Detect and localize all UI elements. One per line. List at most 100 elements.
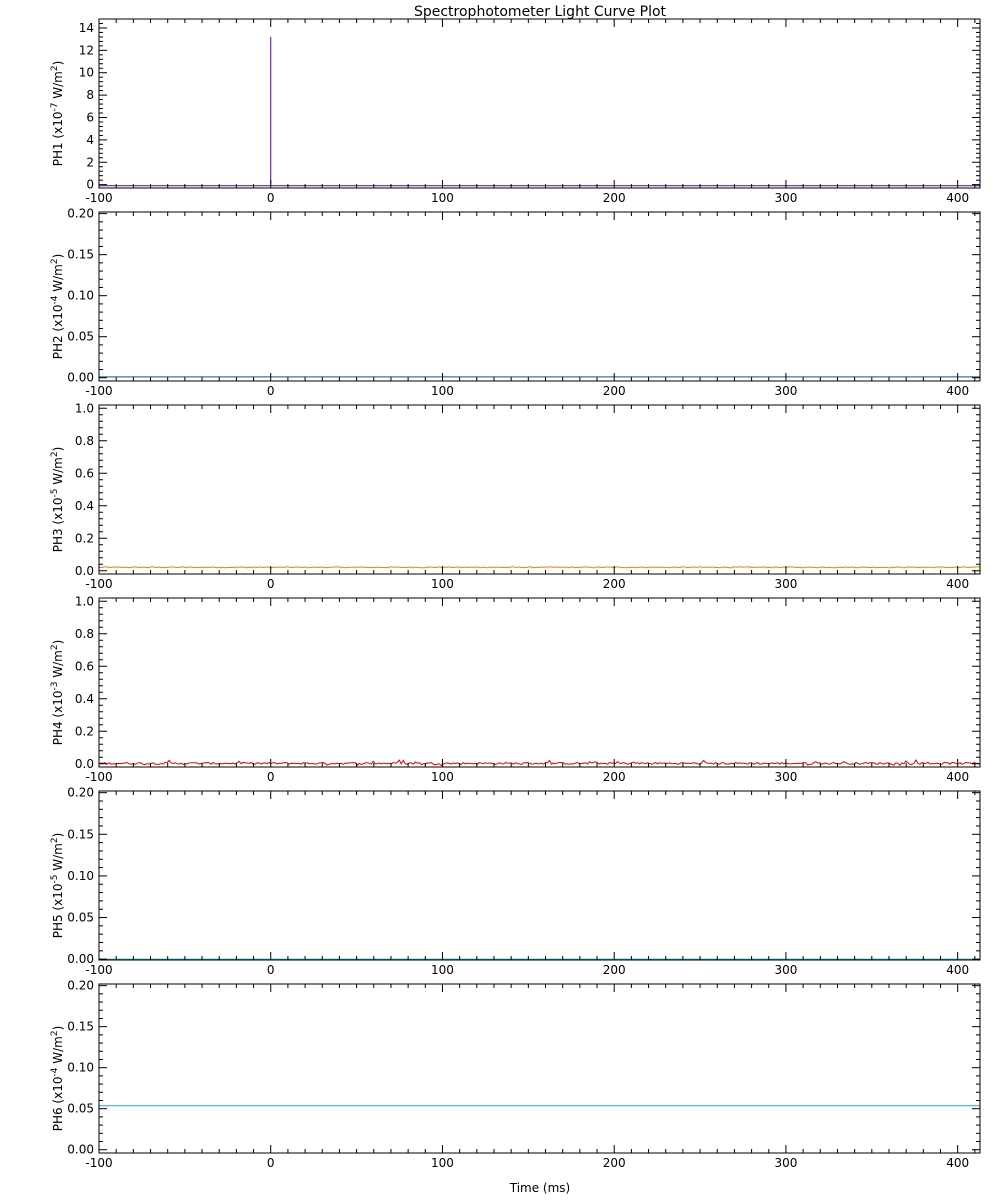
y-tick-label: 0.6	[75, 466, 94, 480]
panel-6: -100 0 100 200 300 400 0.00 0.05 0.10 0.15 0.20 PH6…	[50, 979, 981, 1170]
unit-power: 2	[50, 451, 60, 457]
y-tick-label: 0.15	[67, 248, 94, 262]
x-tick-label: 100	[431, 963, 454, 977]
y-tick-label: 1.0	[75, 401, 94, 415]
unit-power: 2	[50, 837, 60, 843]
y-tick-label: 1.0	[75, 594, 94, 608]
unit-exponent: -5	[50, 489, 60, 498]
unit-prefix: (x10	[51, 884, 65, 911]
panel-2: -100 0 100 200 300 400 0.00 0.05 0.10 0.15 0.20 PH2…	[50, 207, 981, 398]
x-tick-label: 0	[267, 384, 275, 398]
x-tick-label: 0	[267, 770, 275, 784]
y-tick-label: 14	[79, 21, 94, 35]
unit-close: )	[51, 1026, 65, 1031]
y-tick-label: 0.6	[75, 659, 94, 673]
series-line-3	[98, 566, 980, 569]
x-tick-label: -100	[85, 963, 112, 977]
x-tick-label: 400	[946, 384, 969, 398]
y-axis-label-6: PH6 (x10-4 W/m2)	[50, 1026, 65, 1132]
x-tick-label: 300	[774, 384, 797, 398]
panel-frame-2	[98, 211, 981, 382]
unit-prefix: (x10	[51, 112, 65, 139]
y-tick-label: 2	[86, 155, 94, 169]
series-name: PH4	[51, 718, 65, 746]
unit-tail: W/m	[51, 1036, 65, 1067]
unit-tail: W/m	[51, 457, 65, 488]
x-tick-label: 400	[946, 191, 969, 205]
y-tick-label: 12	[79, 43, 94, 57]
y-axis-label-5: PH5 (x10-5 W/m2)	[50, 833, 65, 939]
y-axis-label-1: PH1 (x10-7 W/m2)	[50, 61, 65, 167]
series-name: PH3	[51, 525, 65, 553]
y-tick-label: 0.4	[75, 692, 94, 706]
series-name: PH6	[51, 1104, 65, 1132]
x-tick-label: 300	[774, 770, 797, 784]
x-tick-label: 0	[267, 963, 275, 977]
x-tick-label: 200	[603, 963, 626, 977]
y-tick-label: 0.00	[67, 1143, 94, 1157]
x-tick-label: 300	[774, 577, 797, 591]
y-tick-label: 0.00	[67, 371, 94, 385]
y-tick-label: 0.00	[67, 952, 94, 966]
x-tick-label: -100	[85, 191, 112, 205]
unit-close: )	[51, 447, 65, 452]
series-name: PH2	[51, 332, 65, 360]
x-tick-label: -100	[85, 1156, 112, 1170]
y-tick-label: 8	[86, 88, 94, 102]
x-tick-label: 200	[603, 1156, 626, 1170]
y-tick-label: 0.8	[75, 627, 94, 641]
panel-3: -100 0 100 200 300 400 0.0 0.2 0.4 0.6 0.8 1.0 PH3 (…	[50, 401, 981, 591]
x-tick-label: 300	[774, 191, 797, 205]
x-tick-label: 0	[267, 577, 275, 591]
series-name: PH5	[51, 911, 65, 939]
x-tick-label: 100	[431, 384, 454, 398]
unit-prefix: (x10	[51, 498, 65, 525]
panel-5: -100 0 100 200 300 400 0.00 0.05 0.10 0.15 0.20 PH5…	[50, 786, 981, 977]
unit-power: 2	[50, 65, 60, 71]
unit-exponent: -3	[50, 682, 60, 691]
x-tick-label: 200	[603, 577, 626, 591]
unit-exponent: -4	[50, 1067, 60, 1076]
unit-close: )	[51, 833, 65, 838]
y-axis-label-2: PH2 (x10-4 W/m2)	[50, 254, 65, 360]
x-tick-label: -100	[85, 770, 112, 784]
y-axis-label-4: PH4 (x10-3 W/m2)	[50, 640, 65, 746]
unit-prefix: (x10	[51, 1077, 65, 1104]
panel-frame-4	[98, 597, 981, 768]
unit-prefix: (x10	[51, 305, 65, 332]
x-tick-label: 100	[431, 1156, 454, 1170]
y-tick-label: 0.05	[67, 330, 94, 344]
unit-power: 2	[50, 1030, 60, 1036]
y-tick-label: 0.15	[67, 827, 94, 841]
unit-exponent: -7	[50, 103, 60, 112]
chart-title: Spectrophotometer Light Curve Plot	[414, 4, 667, 20]
unit-close: )	[51, 254, 65, 259]
x-tick-label: 100	[431, 191, 454, 205]
unit-close: )	[51, 640, 65, 645]
unit-tail: W/m	[51, 264, 65, 295]
x-tick-label: 0	[267, 1156, 275, 1170]
x-tick-label: 400	[946, 1156, 969, 1170]
x-tick-label: 300	[774, 1156, 797, 1170]
y-tick-label: 0.20	[67, 207, 94, 221]
y-tick-label: 0.2	[75, 724, 94, 738]
unit-power: 2	[50, 644, 60, 650]
y-tick-label: 0.10	[67, 869, 94, 883]
y-tick-label: 0.15	[67, 1020, 94, 1034]
x-tick-label: 100	[431, 577, 454, 591]
y-tick-label: 10	[79, 66, 94, 80]
x-axis-label: Time (ms)	[509, 1181, 571, 1195]
series-name: PH1	[51, 139, 65, 167]
y-axis-label-3: PH3 (x10-5 W/m2)	[50, 447, 65, 553]
x-tick-label: -100	[85, 384, 112, 398]
y-tick-label: 0.2	[75, 531, 94, 545]
y-tick-label: 0.8	[75, 434, 94, 448]
y-tick-label: 0.05	[67, 1102, 94, 1116]
x-tick-label: 400	[946, 577, 969, 591]
y-tick-label: 0.05	[67, 911, 94, 925]
y-tick-label: 0.20	[67, 786, 94, 800]
x-tick-label: 400	[946, 770, 969, 784]
